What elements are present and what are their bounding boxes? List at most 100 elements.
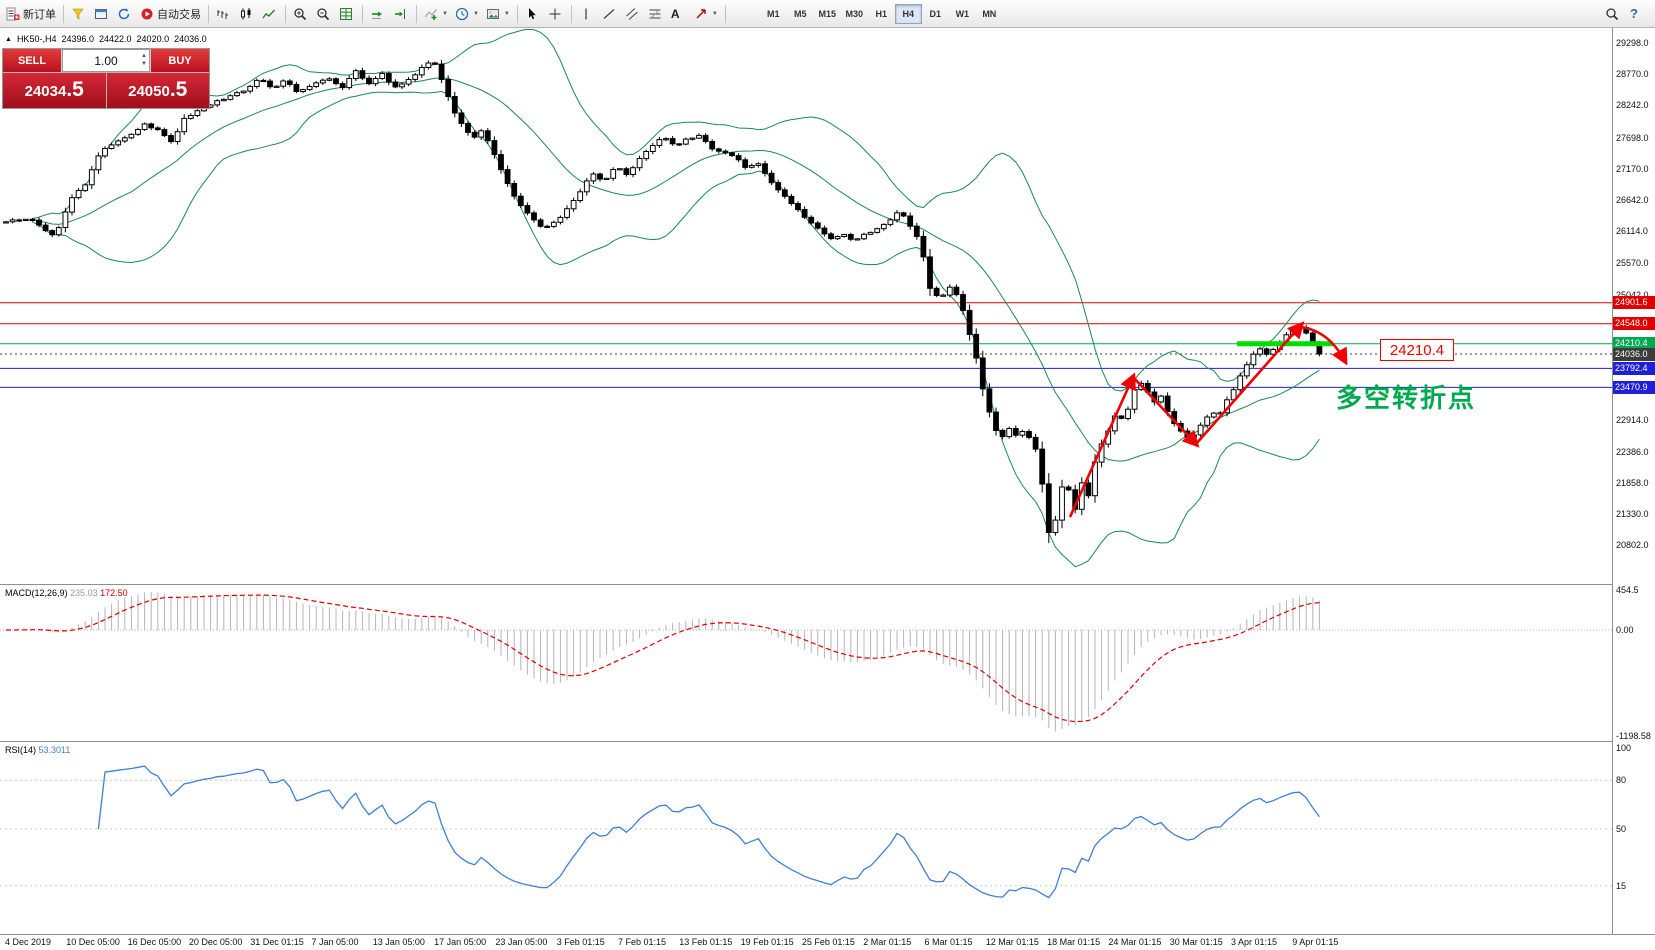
auto-scroll-button[interactable] [367, 3, 389, 25]
time-axis[interactable]: 4 Dec 2019 10 Dec 05:00 16 Dec 05:00 20 Dec… [0, 935, 1655, 950]
autotrading-icon [141, 8, 153, 19]
timeframe-h4[interactable]: H4 [894, 3, 922, 24]
crosshair-button[interactable] [545, 3, 567, 25]
time-tick-label: 13 Jan 05:00 [372, 937, 425, 947]
line-chart-icon [262, 9, 276, 18]
terminal-icon [95, 8, 107, 19]
new-order-button[interactable]: 新订单 [3, 3, 59, 25]
axis-tick-label: 27698.0 [1616, 132, 1649, 143]
price-callout: 24210.4 [1380, 339, 1454, 361]
auto-scroll-icon [372, 11, 382, 19]
axis-tick-label: 80 [1616, 775, 1627, 786]
time-tick-label: 7 Jan 05:00 [311, 937, 359, 947]
bar-chart-icon [217, 9, 228, 19]
help-button[interactable]: ? [1627, 3, 1649, 25]
price-level-chip: 24210.4 [1613, 337, 1655, 351]
buy-price[interactable]: 24050.5 [106, 73, 209, 108]
bar-chart-button[interactable] [213, 3, 235, 25]
toolbar-separator [416, 4, 417, 23]
time-tick-label: 16 Dec 05:00 [127, 937, 182, 947]
timeframe-m5[interactable]: M5 [787, 4, 814, 24]
fibonacci-icon [649, 8, 661, 19]
zoom-in-button[interactable] [290, 3, 312, 25]
refresh-icon [118, 7, 130, 19]
timeframe-m30[interactable]: M30 [841, 4, 868, 24]
help-icon: ? [1630, 6, 1638, 21]
price-chart-canvas[interactable] [0, 28, 1612, 934]
terminal-button[interactable] [91, 3, 113, 25]
dropdown-caret-icon: ▼ [472, 10, 479, 17]
refresh-button[interactable] [114, 3, 136, 25]
volume-field[interactable]: 1.00 ▲ ▼ [62, 49, 150, 72]
time-tick-label: 19 Feb 01:15 [740, 937, 794, 947]
axis-tick-label: 454.5 [1616, 584, 1639, 595]
template-button[interactable]: ▼ [483, 3, 513, 25]
candlestick-button[interactable] [236, 3, 258, 25]
high-value: 24422.0 [99, 34, 132, 44]
time-tick-label: 25 Feb 01:15 [801, 937, 855, 947]
price-axis[interactable]: 29298.0 28770.0 28242.0 27698.0 27170.0 26642… [1612, 28, 1655, 934]
chart-shift-button[interactable] [390, 3, 412, 25]
timeframe-mn[interactable]: MN [976, 4, 1003, 24]
indicators-button[interactable]: ▼ [421, 3, 451, 25]
trendline-icon [603, 8, 615, 19]
sell-button[interactable]: SELL [3, 49, 61, 72]
indicators-icon [425, 8, 437, 20]
fibonacci-button[interactable] [645, 3, 667, 25]
cursor-button[interactable] [522, 3, 544, 25]
panel-separator[interactable] [0, 741, 1655, 742]
axis-tick-label: 25042.0 [1616, 289, 1649, 300]
autotrading-button[interactable]: 自动交易 [137, 3, 204, 25]
time-tick-label: 7 Feb 01:15 [618, 937, 667, 947]
trendline-button[interactable] [599, 3, 621, 25]
new-order-label: 新订单 [23, 8, 56, 21]
timeframe-d1[interactable]: D1 [922, 4, 949, 24]
dropdown-caret-icon: ▼ [442, 10, 448, 17]
time-tick-label: 10 Dec 05:00 [66, 937, 120, 947]
axis-tick-label: 20802.0 [1616, 540, 1649, 551]
timeframe-h1[interactable]: H1 [868, 4, 895, 24]
sell-price[interactable]: 24034.5 [3, 73, 106, 108]
arrows-button[interactable]: ▼ [691, 3, 721, 25]
volume-up-icon[interactable]: ▲ [141, 53, 147, 59]
time-tick-label: 31 Dec 01:15 [250, 937, 304, 947]
volume-spinner-buttons[interactable]: ▲ ▼ [141, 52, 147, 68]
open-value: 24396.0 [61, 34, 94, 44]
vertical-line-button[interactable] [576, 3, 598, 25]
buy-button[interactable]: BUY [151, 49, 209, 72]
zoom-out-button[interactable] [313, 3, 335, 25]
zoom-out-icon [317, 7, 330, 20]
volume-value: 1.00 [94, 53, 118, 68]
panel-separator[interactable] [0, 584, 1655, 585]
timeframe-m1[interactable]: M1 [760, 4, 787, 24]
rsi-value: 53.3011 [38, 745, 71, 755]
rsi-name: RSI(14) [5, 745, 37, 755]
toolbar-right-group: ? [1602, 3, 1649, 25]
time-tick-label: 12 Mar 01:15 [985, 937, 1039, 947]
time-tick-label: 13 Feb 01:15 [679, 937, 733, 947]
volume-down-icon[interactable]: ▼ [141, 61, 147, 67]
text-button[interactable]: A [668, 3, 690, 25]
toolbar-separator [724, 4, 726, 23]
search-button[interactable] [1602, 3, 1624, 25]
timeframe-w1[interactable]: W1 [949, 4, 976, 24]
channel-button[interactable] [622, 3, 644, 25]
time-tick-label: 6 Mar 01:15 [924, 937, 973, 947]
axis-tick-label: -1198.58 [1616, 730, 1651, 741]
time-tick-label: 2 Mar 01:15 [863, 937, 912, 947]
time-tick-label: 20 Dec 05:00 [188, 937, 243, 947]
time-tick-label: 24 Mar 01:15 [1108, 937, 1162, 947]
periodicity-button[interactable]: ▼ [452, 3, 482, 25]
axis-tick-label: 21330.0 [1616, 508, 1649, 519]
time-tick-label: 4 Dec 2019 [5, 937, 52, 947]
timeframe-m15[interactable]: M15 [814, 4, 841, 24]
chart-shift-icon [395, 8, 405, 19]
ohlc-header: ▲ HK50-,H4 24396.0 24422.0 24020.0 24036… [5, 34, 207, 44]
axis-tick-label: 22386.0 [1616, 446, 1649, 457]
navigator-button[interactable] [68, 3, 90, 25]
price-level-chip: 24548.0 [1613, 317, 1655, 331]
tile-windows-icon [340, 7, 352, 20]
tile-windows-button[interactable] [336, 3, 358, 25]
line-chart-button[interactable] [259, 3, 281, 25]
macd-label: MACD(12,26,9) 235.03 172.50 [5, 588, 128, 598]
